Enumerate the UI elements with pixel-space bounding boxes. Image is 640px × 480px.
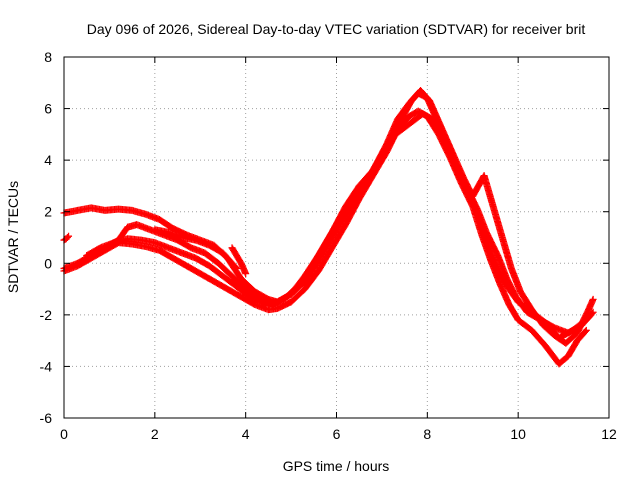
- x-tick-label: 10: [510, 426, 526, 442]
- y-tick-label: 4: [44, 152, 52, 168]
- x-tick-label: 6: [333, 426, 341, 442]
- series-track-c: [60, 110, 595, 337]
- y-tick-label: -4: [40, 358, 53, 374]
- data-point: [582, 326, 590, 334]
- data-points: [60, 87, 597, 368]
- series-track-d: [83, 87, 597, 347]
- y-tick-label: 8: [44, 49, 52, 65]
- x-tick-label: 8: [423, 426, 431, 442]
- data-point: [581, 327, 589, 335]
- data-point: [63, 234, 71, 241]
- x-tick-label: 12: [601, 426, 617, 442]
- y-tick-label: -6: [40, 410, 53, 426]
- axis-ticks: [63, 56, 610, 419]
- data-point: [65, 232, 73, 240]
- chart-title: Day 096 of 2026, Sidereal Day-to-day VTE…: [87, 21, 586, 37]
- y-tick-label: 0: [44, 255, 52, 271]
- x-tick-label: 4: [242, 426, 250, 442]
- x-tick-label: 0: [60, 426, 68, 442]
- series-segment-e: [151, 226, 241, 272]
- y-tick-label: -2: [40, 307, 53, 323]
- x-tick-label: 2: [151, 426, 159, 442]
- x-axis-label: GPS time / hours: [283, 458, 390, 474]
- grid-lines: [64, 57, 609, 418]
- data-point: [589, 295, 597, 303]
- y-tick-label: 2: [44, 204, 52, 220]
- data-point: [232, 263, 240, 271]
- data-point: [233, 264, 241, 272]
- series-segment-g: [228, 244, 250, 278]
- data-point: [242, 270, 250, 278]
- y-tick-label: 6: [44, 101, 52, 117]
- tick-labels: 0 2 4 6 8 10 12 -6 -4 -2 0 2 4 6 8: [40, 49, 617, 442]
- y-axis-label: SDTVAR / TECUs: [5, 181, 21, 293]
